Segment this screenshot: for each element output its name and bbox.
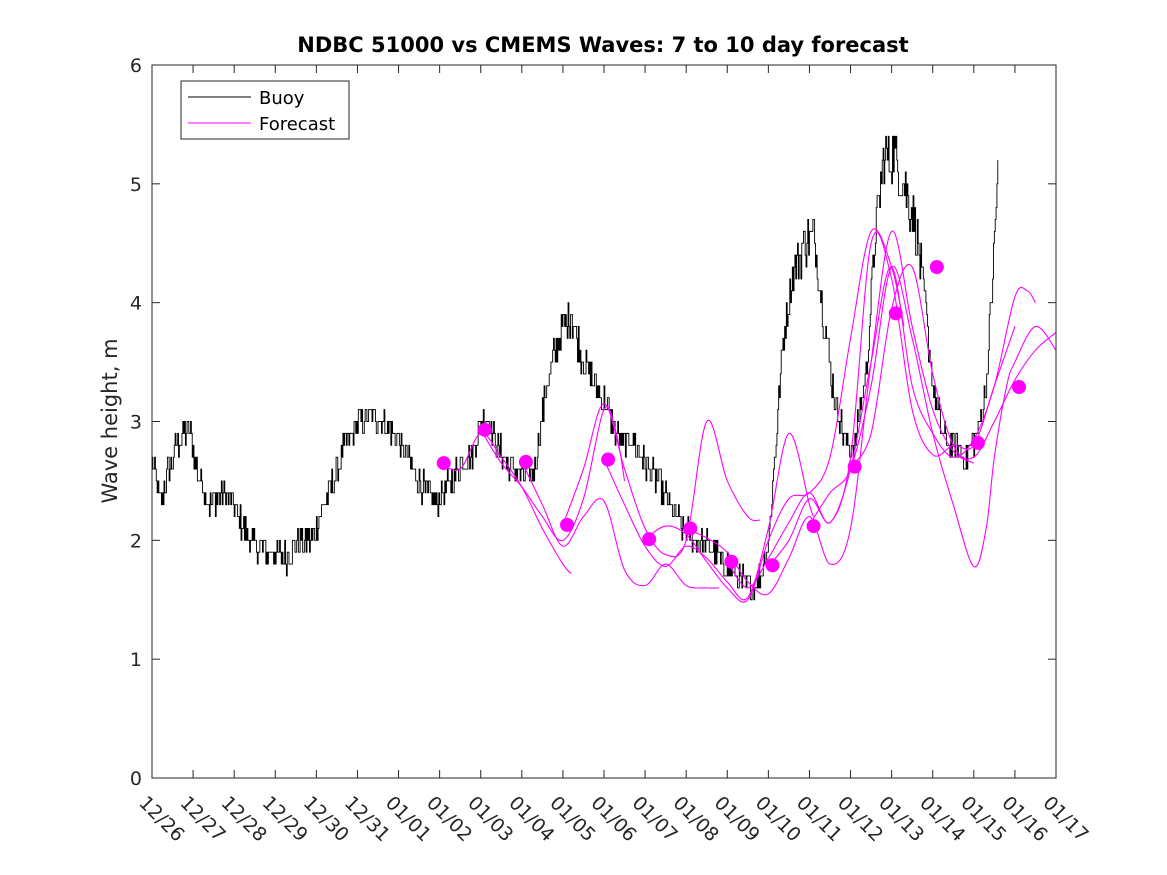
y-tick-labels: 0 1 2 3 4 5 6 bbox=[130, 55, 142, 790]
forecast-marker bbox=[765, 558, 780, 573]
forecast-line-10 bbox=[808, 265, 1057, 568]
forecast-line-2 bbox=[480, 406, 626, 542]
forecast-marker bbox=[1012, 380, 1027, 395]
forecast-marker bbox=[929, 260, 944, 275]
forecast-line-7 bbox=[685, 230, 975, 596]
forecast-marker bbox=[888, 306, 903, 321]
forecast-line-9 bbox=[767, 266, 1036, 567]
forecast-line-1 bbox=[439, 432, 572, 574]
forecast-marker bbox=[724, 554, 739, 569]
forecast-marker bbox=[436, 456, 451, 471]
plot-area bbox=[152, 65, 1056, 778]
y-tick-label: 0 bbox=[130, 768, 142, 790]
y-tick-label: 4 bbox=[130, 293, 142, 315]
forecast-marker bbox=[970, 435, 985, 450]
forecast-line-11 bbox=[850, 264, 1057, 467]
axis-ticks bbox=[151, 64, 1057, 779]
legend: Buoy Forecast bbox=[180, 80, 350, 140]
forecast-marker bbox=[601, 452, 616, 467]
forecast-marker bbox=[683, 521, 698, 536]
forecast-line-3 bbox=[521, 461, 720, 589]
forecast-marker bbox=[806, 519, 821, 534]
legend-forecast-label: Forecast bbox=[259, 114, 335, 135]
forecast-marker bbox=[847, 459, 862, 474]
y-tick-label: 2 bbox=[130, 530, 142, 552]
chart-title: NDBC 51000 vs CMEMS Waves: 7 to 10 day f… bbox=[297, 33, 908, 57]
legend-box bbox=[180, 80, 350, 140]
forecast-marker bbox=[477, 422, 492, 437]
legend-buoy-label: Buoy bbox=[259, 88, 305, 109]
y-tick-label: 3 bbox=[130, 412, 142, 434]
forecast-markers bbox=[436, 260, 1027, 573]
y-tick-label: 6 bbox=[130, 55, 142, 77]
forecast-marker bbox=[518, 454, 533, 469]
forecast-marker bbox=[642, 532, 657, 547]
y-tick-label: 5 bbox=[130, 174, 142, 196]
forecast-line-5 bbox=[603, 432, 815, 601]
plot-frame bbox=[151, 64, 1057, 779]
forecast-line-4 bbox=[562, 403, 761, 558]
forecast-series-group bbox=[439, 228, 1057, 603]
forecast-marker bbox=[560, 517, 575, 532]
forecast-line-6 bbox=[644, 228, 905, 603]
forecast-line-8 bbox=[726, 232, 1016, 589]
y-tick-label: 1 bbox=[130, 649, 142, 671]
y-axis-label: Wave height, m bbox=[98, 338, 122, 503]
